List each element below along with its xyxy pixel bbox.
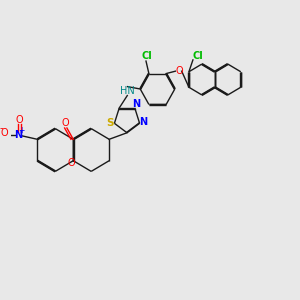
Text: N: N (132, 99, 140, 109)
Text: Cl: Cl (193, 51, 203, 61)
Text: +: + (19, 126, 25, 135)
Text: S: S (106, 118, 114, 128)
Text: Cl: Cl (142, 51, 152, 61)
Text: O: O (175, 66, 183, 76)
Text: N: N (14, 130, 22, 140)
Text: N: N (140, 117, 148, 127)
Text: -: - (0, 123, 3, 133)
Text: O: O (0, 128, 8, 138)
Text: O: O (68, 158, 76, 168)
Text: HN: HN (120, 86, 134, 96)
Text: O: O (15, 115, 23, 125)
Text: O: O (61, 118, 69, 128)
